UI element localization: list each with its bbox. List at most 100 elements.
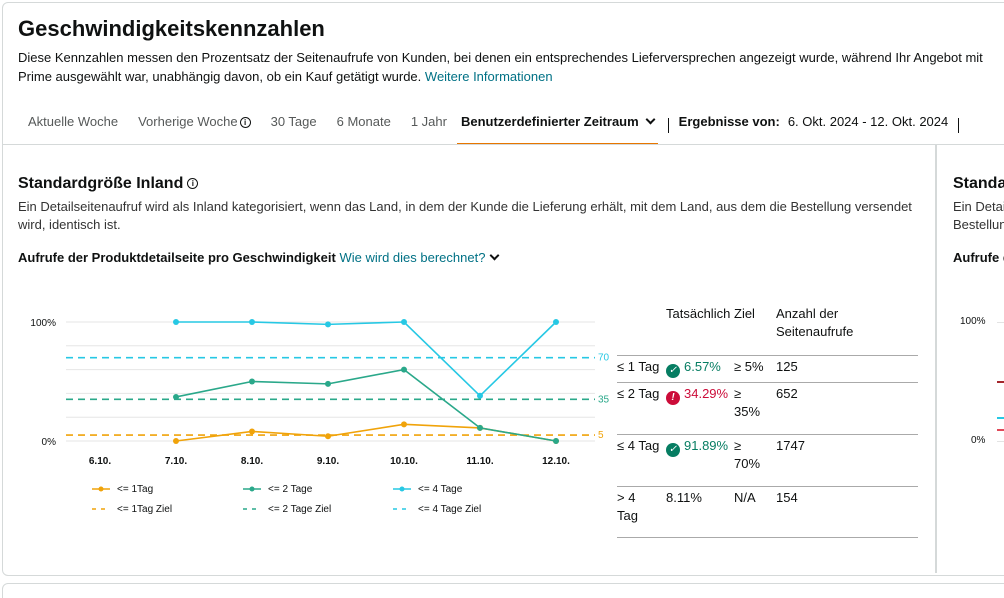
- target-label: 35: [598, 394, 610, 405]
- series-point: [325, 380, 331, 387]
- tab-label: Aktuelle Woche: [28, 114, 119, 129]
- row-target: ≥ 35%: [734, 386, 761, 419]
- page-title: Geschwindigkeitskennzahlen: [18, 16, 325, 41]
- results-date-range: 6. Okt. 2024 - 12. Okt. 2024: [787, 114, 949, 129]
- second-y-top: 100%: [960, 316, 986, 327]
- info-icon[interactable]: i: [187, 178, 199, 189]
- y-tick-label: 100%: [30, 318, 56, 329]
- second-card-desc-line: Bestellun: [953, 217, 1004, 232]
- page-description: Diese Kennzahlen messen den Prozentsatz …: [18, 48, 1003, 86]
- row-label: > 4 Tag: [617, 490, 638, 523]
- chart-subheading: Aufrufe der Produktdetailseite pro Gesch…: [18, 250, 500, 265]
- chevron-down-icon[interactable]: [489, 250, 500, 261]
- series-point: [553, 438, 559, 444]
- x-tick-label: 9.10.: [317, 456, 339, 467]
- card-description: Ein Detailseitenaufruf wird als Inland k…: [18, 199, 912, 232]
- row-actual: 8.11%: [666, 490, 702, 505]
- legend-label: <= 4 Tage: [418, 484, 463, 495]
- tab-label: Benutzerdefinierter Zeitraum: [460, 114, 639, 129]
- tab-label: 30 Tage: [270, 114, 317, 129]
- alert-circle-icon: !: [666, 391, 680, 405]
- check-circle-icon: ✓: [666, 364, 680, 378]
- row-target: N/A: [734, 490, 756, 505]
- row-actual: 6.57%: [684, 359, 721, 374]
- series-point: [477, 392, 483, 399]
- page-description-text: Diese Kennzahlen messen den Prozentsatz …: [18, 50, 983, 84]
- row-actual: 91.89%: [684, 438, 729, 453]
- tab-label: 1 Jahr: [410, 114, 447, 129]
- legend-label: <= 2 Tage Ziel: [268, 504, 331, 515]
- series-point: [173, 438, 179, 444]
- info-icon[interactable]: i: [239, 117, 251, 128]
- tab-30-days[interactable]: 30 Tage: [261, 104, 327, 145]
- row-views: 154: [776, 490, 798, 505]
- series-point: [249, 319, 255, 325]
- row-views: 125: [776, 359, 798, 374]
- series-line: [175, 423, 557, 442]
- second-card-desc-line: Ein Detai: [953, 199, 1004, 214]
- series-point: [325, 321, 331, 328]
- series-line: [175, 368, 557, 442]
- series-point: [249, 428, 255, 435]
- second-card: Standa Ein Detai Bestellun Aufrufe d 100…: [953, 0, 1004, 598]
- legend-swatch-dot: [249, 486, 255, 492]
- table-row: > 4 Tag 8.11% N/A 154: [617, 486, 918, 538]
- card-divider: [935, 145, 937, 573]
- tab-current-week[interactable]: Aktuelle Woche: [18, 104, 128, 145]
- row-target: ≥ 70%: [734, 438, 761, 471]
- table-header: Tatsächlich Ziel Anzahl der Seitenaufruf…: [617, 300, 918, 355]
- tab-label: 6 Monate: [336, 114, 391, 129]
- speed-line-chart: 100% 0% 6.10. 7.10. 8.10. 9.10. 10.10. 11.10. 12…: [30, 318, 610, 515]
- header-views: Anzahl der Seitenaufrufe: [776, 306, 854, 339]
- legend-swatch-dot: [98, 486, 104, 492]
- y-tick-label: 0%: [42, 437, 57, 448]
- speed-table: Tatsächlich Ziel Anzahl der Seitenaufruf…: [617, 300, 918, 538]
- legend-label: <= 1Tag: [117, 484, 153, 495]
- card-title: Standardgröße Inland i: [18, 175, 199, 193]
- target-label: 5: [598, 430, 604, 441]
- tab-label: Vorherige Woche: [138, 114, 238, 129]
- calculation-link[interactable]: Wie wird dies berechnet?: [339, 250, 486, 265]
- more-info-link[interactable]: Weitere Informationen: [424, 69, 553, 84]
- header-actual: Tatsächlich: [666, 306, 731, 321]
- series-line: [176, 321, 557, 397]
- chart-subheading-text: Aufrufe der Produktdetailseite pro Gesch…: [18, 250, 336, 265]
- x-tick-label: 11.10.: [466, 456, 493, 467]
- legend-label: <= 2 Tage: [268, 484, 313, 495]
- row-label: ≤ 4 Tag: [617, 438, 660, 453]
- legend-label: <= 4 Tage Ziel: [418, 504, 481, 515]
- results-range: Ergebnisse von: 6. Okt. 2024 - 12. Okt. 2…: [679, 104, 949, 129]
- chevron-down-icon: [645, 114, 656, 125]
- tab-6-months[interactable]: 6 Monate: [327, 104, 401, 145]
- divider: [958, 118, 960, 133]
- series-point: [553, 319, 559, 325]
- tab-1-year[interactable]: 1 Jahr: [401, 104, 457, 145]
- table-row: ≤ 4 Tag ✓ 91.89% ≥ 70% 1747: [617, 434, 918, 486]
- check-circle-icon: ✓: [666, 443, 680, 457]
- grid-line: [997, 441, 1004, 442]
- second-y-bottom: 0%: [971, 435, 986, 446]
- results-label: Ergebnisse von:: [678, 114, 780, 129]
- series-point: [477, 424, 483, 431]
- divider: [667, 118, 669, 133]
- second-card-desc: Ein Detai Bestellun: [953, 198, 1004, 234]
- row-actual: 34.29%: [684, 386, 729, 401]
- series-point: [401, 366, 407, 373]
- series-mark: [997, 429, 1004, 431]
- second-card-title: Standa: [953, 175, 1004, 192]
- x-tick-label: 12.10.: [542, 456, 570, 467]
- header-target: Ziel: [734, 306, 755, 321]
- legend-label: <= 1Tag Ziel: [117, 504, 172, 515]
- page-card: [2, 2, 1004, 576]
- target-label: 70: [598, 353, 610, 364]
- grid-line: [997, 322, 1004, 323]
- time-range-tabs: Aktuelle Woche Vorherige Woche i 30 Tage …: [18, 104, 969, 145]
- tab-custom-range[interactable]: Benutzerdefinierter Zeitraum: [456, 104, 658, 145]
- row-label: ≤ 1 Tag: [617, 359, 660, 374]
- x-tick-label: 8.10.: [241, 456, 263, 467]
- card-title-text: Standardgröße Inland: [18, 175, 184, 192]
- tab-previous-week[interactable]: Vorherige Woche i: [128, 104, 261, 145]
- tabs-divider: [2, 144, 1004, 145]
- series-point: [325, 433, 331, 440]
- series-point: [173, 393, 179, 400]
